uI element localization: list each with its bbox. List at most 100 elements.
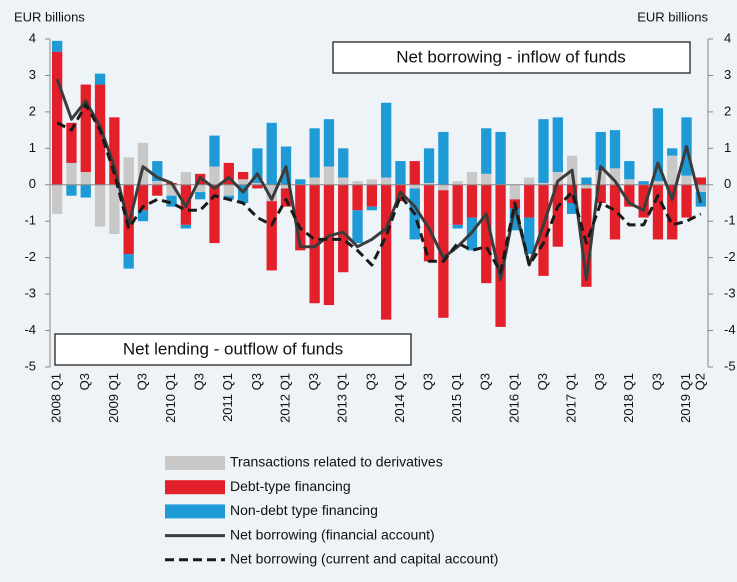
legend-label: Debt-type financing [230, 478, 351, 494]
x-tick-label: 2012 Q1 [277, 373, 292, 423]
annotation-box [332, 41, 691, 74]
bar [166, 195, 177, 207]
x-tick-label: Q3 [134, 373, 149, 390]
x-tick-label: 2011 Q1 [220, 373, 235, 422]
bar [438, 190, 449, 318]
bar [223, 195, 234, 200]
bar [280, 188, 292, 207]
bar [323, 184, 335, 306]
bar [538, 182, 549, 185]
bar [166, 184, 177, 196]
bar [624, 161, 635, 180]
bar [109, 184, 120, 234]
bar [495, 131, 506, 185]
bar [323, 119, 335, 167]
bar [423, 184, 435, 262]
bar [609, 184, 621, 240]
bar [137, 142, 149, 185]
y-tick-label: -5 [24, 358, 36, 373]
annotation: Net borrowing - inflow of funds [396, 47, 626, 66]
bar [309, 128, 320, 178]
bar [681, 175, 692, 185]
y-tick-label: -4 [24, 322, 36, 337]
y2-tick-label: -1 [724, 213, 736, 228]
y2-tick-label: -2 [724, 249, 736, 264]
bar [52, 40, 63, 52]
bar [381, 184, 392, 320]
y-axis-label: EUR billions [14, 9, 85, 24]
x-tick-label: 2015 Q1 [449, 373, 464, 423]
bar [581, 184, 592, 189]
bar [481, 128, 492, 174]
x-tick-label: 2008 Q1 [49, 373, 64, 423]
bar [80, 84, 91, 173]
bar [266, 184, 277, 202]
bar [466, 184, 478, 218]
x-tick-label: Q3 [535, 373, 550, 390]
x-tick-label: Q3 [592, 373, 607, 390]
y-tick-label: 2 [29, 103, 36, 118]
x-tick-label: Q3 [421, 373, 436, 390]
bar [309, 184, 320, 304]
bar [180, 224, 192, 229]
bar [266, 201, 277, 271]
x-tick-label: Q3 [192, 373, 207, 390]
y-tick-label: 1 [29, 140, 36, 155]
bar [338, 177, 349, 185]
annotation: Net lending - outflow of funds [123, 339, 343, 358]
bar [509, 184, 521, 200]
legend-swatch [165, 480, 225, 495]
bar [209, 135, 220, 167]
legend-label: Transactions related to derivatives [230, 454, 443, 470]
bar [652, 108, 664, 182]
x-tick-label: Q3 [649, 373, 664, 390]
bar [667, 184, 678, 240]
bar [66, 162, 77, 185]
legend-swatch [165, 504, 225, 519]
y-tick-label: 3 [29, 67, 36, 82]
bar [209, 166, 220, 185]
y-tick-label: -1 [24, 213, 36, 228]
legend-swatch [165, 456, 225, 470]
x-tick-label: Q3 [363, 373, 378, 390]
bar [152, 184, 163, 196]
bar [280, 184, 292, 189]
bar [237, 179, 249, 185]
x-tick-label: 2009 Q1 [106, 373, 121, 423]
x-tick-label: Q3 [306, 373, 321, 390]
bar [695, 184, 706, 193]
bar [423, 182, 435, 185]
bar [366, 179, 377, 185]
x-tick-label: Q3 [77, 373, 92, 390]
legend-label: Net borrowing (financial account) [230, 526, 435, 542]
bar [209, 184, 220, 244]
bar [266, 122, 277, 185]
bar [524, 177, 535, 185]
bar [409, 161, 420, 185]
bar [80, 184, 91, 198]
bar [667, 148, 678, 156]
bar [237, 172, 249, 180]
bar [609, 168, 621, 185]
bar [237, 184, 249, 203]
bar [566, 184, 578, 203]
bar [94, 73, 106, 85]
bar [552, 184, 563, 247]
bar [466, 172, 478, 185]
bar [137, 210, 149, 222]
bar [109, 117, 120, 185]
bar [338, 148, 349, 178]
bar [495, 184, 506, 327]
bar [223, 162, 234, 185]
bar [509, 208, 521, 231]
bar [123, 157, 134, 185]
bar [366, 206, 377, 211]
bar [524, 217, 535, 255]
bar [80, 172, 91, 185]
bar [452, 181, 463, 185]
bar [667, 155, 678, 185]
bar [295, 184, 306, 251]
bar [524, 184, 535, 218]
bar [195, 184, 206, 193]
